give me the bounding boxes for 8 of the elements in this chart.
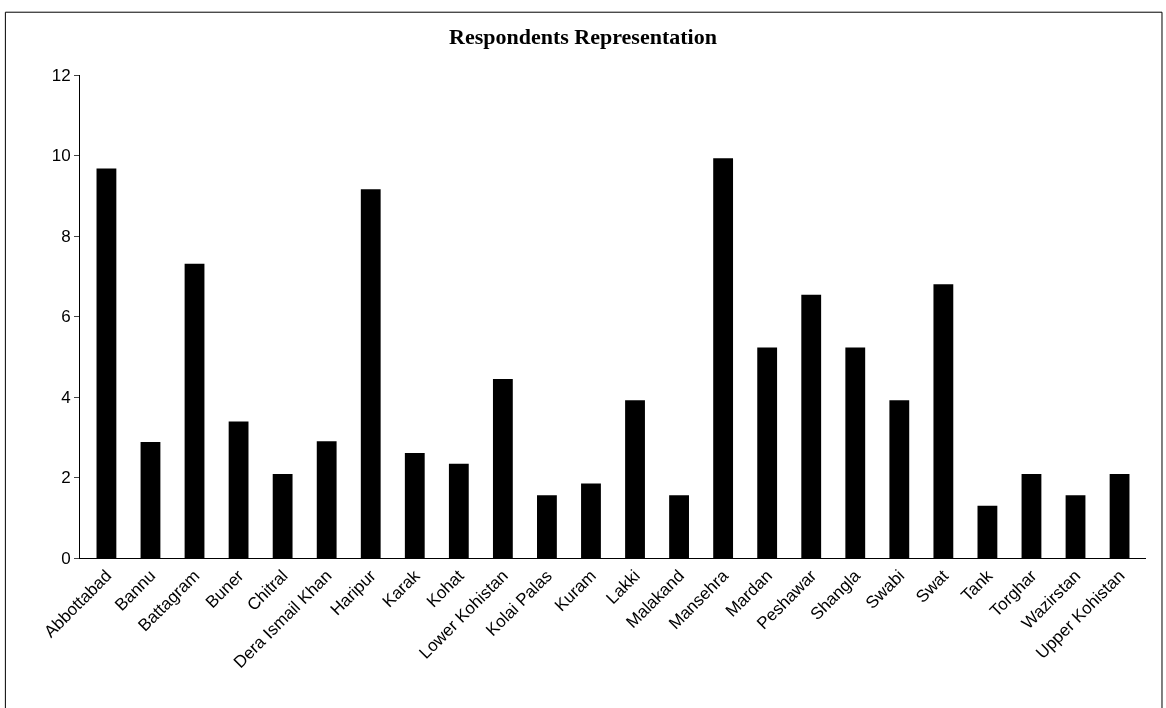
y-tick-label: 12	[51, 65, 71, 85]
y-tick-label: 10	[51, 146, 71, 166]
y-tick-label: 8	[61, 226, 71, 246]
y-tick-label: 6	[61, 307, 71, 327]
y-tick-label: 0	[61, 548, 71, 568]
y-tick-label: 2	[61, 468, 71, 488]
y-tick-label: 4	[61, 387, 71, 407]
chart-title: Respondents Representation	[449, 23, 717, 49]
